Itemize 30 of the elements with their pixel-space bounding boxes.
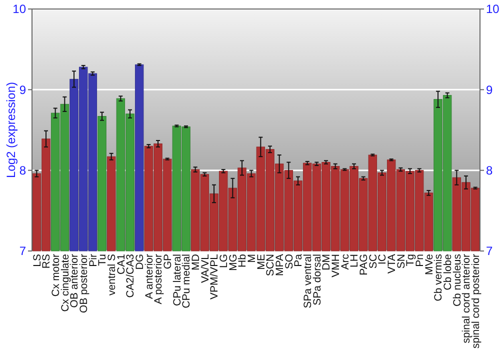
x-tick-label: RS [40, 254, 53, 269]
x-tick-label: A posterior [152, 254, 165, 304]
x-tick-label: VPM/VPL [208, 254, 221, 300]
y2-tick-label: 8 [486, 164, 493, 178]
x-tick-label: Cx cingulate [59, 254, 72, 312]
x-tick-label: spinal cord posterior [470, 253, 482, 349]
x-tick-label: CPu medial [180, 254, 193, 308]
x-tick-label: GP [162, 254, 174, 270]
x-tick-label: Pa [292, 254, 305, 267]
x-tick-label: LG [218, 254, 230, 268]
y-tick-label: 9 [19, 82, 26, 97]
x-tick-label: DM [320, 254, 333, 270]
y-tick-label: 7 [19, 244, 26, 258]
y2-tick-label: 9 [486, 82, 493, 97]
x-tick-label: Tu [96, 254, 109, 266]
y-tick-label: 10 [12, 2, 26, 16]
x-tick-label: OB anterior [68, 254, 81, 308]
x-tick-label: SPa dorsal [311, 254, 324, 306]
x-tick-label: IC [376, 254, 389, 264]
x-tick-label: LS [31, 254, 44, 267]
x-tick-label: SCN [264, 254, 277, 276]
y-axis-title: Log2 (expression) [4, 82, 18, 178]
x-tick-label: Tg [404, 254, 417, 266]
x-tick-label: LH [348, 254, 361, 268]
y-tick-label: 8 [19, 164, 26, 178]
x-tick-label: CA2/CA3 [124, 254, 137, 298]
y2-tick-label: 10 [486, 2, 500, 16]
y2-tick-label: 7 [486, 244, 493, 258]
x-tick-label: spinal cord anterior [460, 253, 473, 344]
x-tick-label: Hb [236, 254, 249, 268]
